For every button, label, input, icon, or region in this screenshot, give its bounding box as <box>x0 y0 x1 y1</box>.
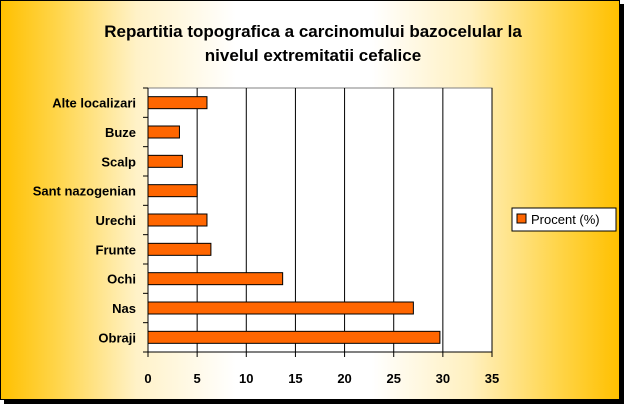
chart: Repartitia topografica a carcinomului ba… <box>33 22 617 386</box>
legend-box <box>511 207 617 232</box>
bar-1 <box>147 125 180 139</box>
x-tick-label-25: 25 <box>386 371 400 386</box>
bar-3 <box>147 184 198 198</box>
category-label-4: Urechi <box>96 213 136 228</box>
x-tick-label-0: 0 <box>144 371 151 386</box>
bar-5 <box>147 242 212 256</box>
bar-2 <box>147 154 183 168</box>
x-tick-label-35: 35 <box>485 371 499 386</box>
category-label-7: Nas <box>112 301 136 316</box>
bar-4 <box>147 213 208 227</box>
x-tick-label-30: 30 <box>436 371 450 386</box>
category-label-6: Ochi <box>107 272 136 287</box>
chart-frame: Repartitia topografica a carcinomului ba… <box>0 0 620 400</box>
bar-0 <box>147 96 208 110</box>
x-tick-label-15: 15 <box>288 371 302 386</box>
bar-7 <box>147 301 414 315</box>
category-label-0: Alte localizari <box>52 96 136 111</box>
chart-title-line-2: nivelul extremitatii cefalice <box>205 46 421 65</box>
category-label-2: Scalp <box>101 154 136 169</box>
chart-title-line-1: Repartitia topografica a carcinomului ba… <box>104 22 522 41</box>
x-tick-label-5: 5 <box>194 371 201 386</box>
category-label-5: Frunte <box>96 242 136 257</box>
legend-label: Procent (%) <box>531 212 600 227</box>
legend: Procent (%) <box>511 207 617 232</box>
bar-8 <box>147 330 441 344</box>
category-label-1: Buze <box>105 125 136 140</box>
legend-swatch <box>516 213 527 224</box>
x-tick-label-20: 20 <box>337 371 351 386</box>
bar-6 <box>147 272 284 286</box>
category-label-8: Obraji <box>98 330 136 345</box>
category-label-3: Sant nazogenian <box>33 184 136 199</box>
x-tick-label-10: 10 <box>239 371 253 386</box>
